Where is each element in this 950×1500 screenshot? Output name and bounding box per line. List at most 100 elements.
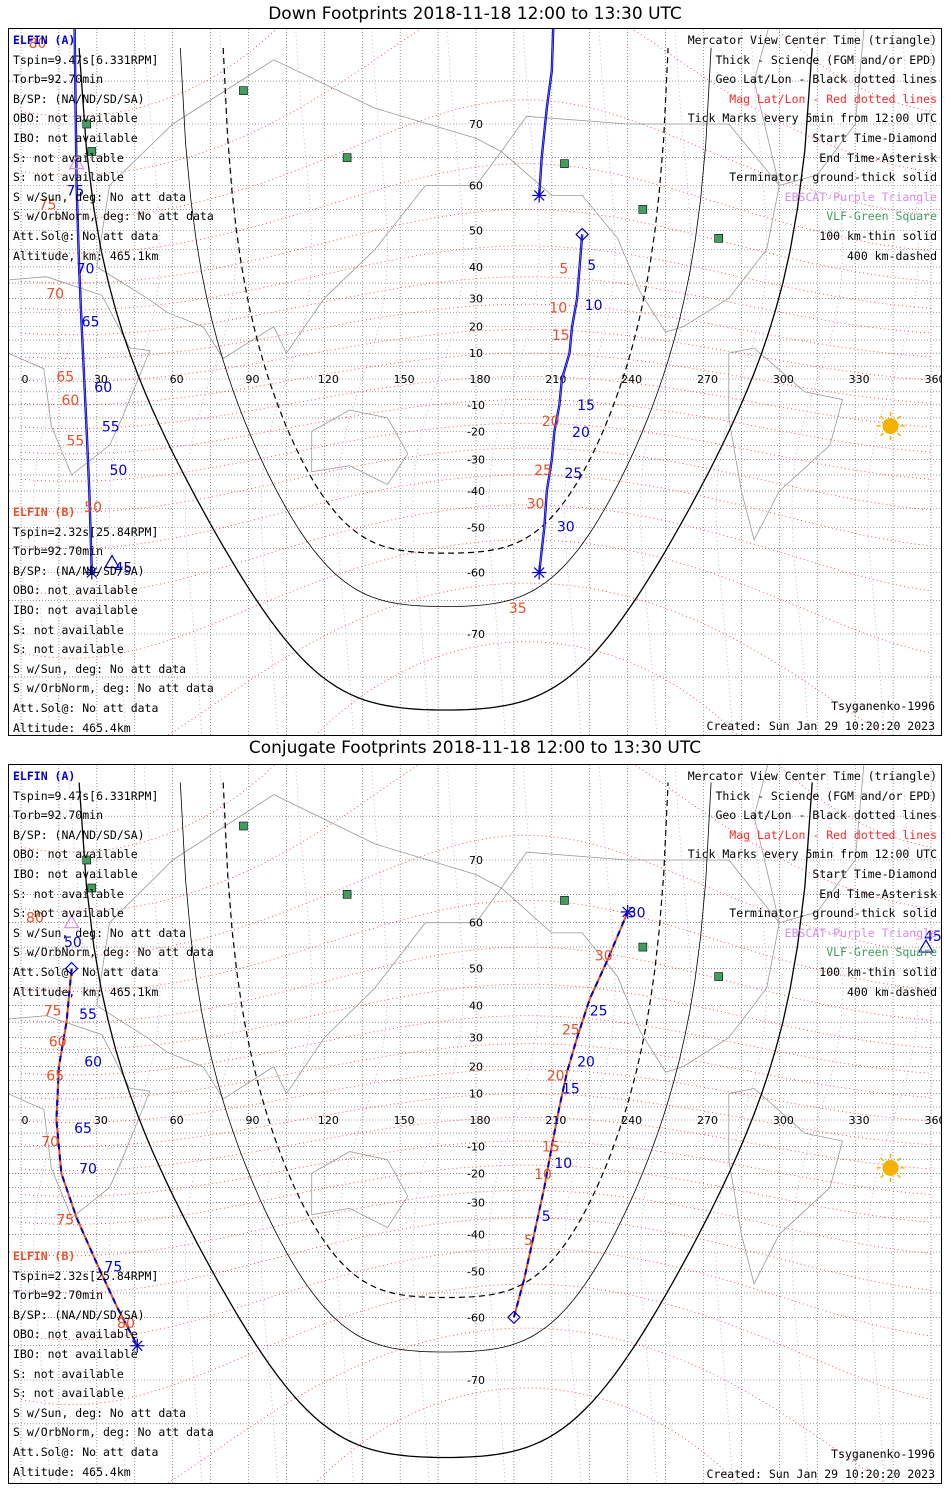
lon-tick-labels: 0306090120150180210240270300330360 xyxy=(22,1114,942,1127)
lon-tick-label: 360 xyxy=(925,373,942,386)
track-tick-label: 75 xyxy=(67,183,85,199)
legend-entry: Mercator View Center Time (triangle) xyxy=(687,769,937,783)
lon-tick-label: 330 xyxy=(849,373,870,386)
lon-tick-label: 270 xyxy=(697,373,718,386)
elfin-a-info-line: OBO: not available xyxy=(13,847,138,862)
lon-tick-label: 0 xyxy=(22,373,29,386)
right-edge-tick-label: 45 xyxy=(924,929,941,945)
elfin-b-info-line: IBO: not available xyxy=(13,1346,138,1361)
vlf-site-marker xyxy=(239,86,248,95)
lon-tick-label: 60 xyxy=(170,373,184,386)
lon-tick-label: 150 xyxy=(394,373,415,386)
track-tick-label: 15 xyxy=(562,1082,580,1098)
legend-entry: Start Time-Diamond xyxy=(812,866,937,881)
lat-tick-label: 40 xyxy=(469,1000,483,1013)
vlf-site-marker xyxy=(87,147,97,156)
start-diamond-icon xyxy=(507,1310,521,1325)
mag-tick-label: 80 xyxy=(26,911,44,927)
legend-entry: Tick Marks every 5min from 12:00 UTC xyxy=(687,111,937,126)
mag-tick-label: 75 xyxy=(56,1212,74,1228)
elfin-b-name: ELFIN (B) xyxy=(13,505,76,519)
elfin-b-info-line: S: not available xyxy=(13,622,124,637)
lat-tick-label: 60 xyxy=(469,917,483,930)
elfin-b-info-line: Torb=92.70min xyxy=(13,544,104,559)
legend-entry: Thick - Science (FGM and/or EPD) xyxy=(715,788,937,803)
mag-tick-label: 80 xyxy=(29,36,47,52)
track-tick-label: 10 xyxy=(554,1156,572,1172)
track-tick-label: 70 xyxy=(79,1161,97,1177)
lon-tick-label: 120 xyxy=(318,1114,339,1127)
vlf-site-marker xyxy=(239,821,248,831)
panel-title-conjugate: Conjugate Footprints 2018-11-18 12:00 to… xyxy=(248,738,702,758)
created-date-down: Created: Sun Jan 29 10:20:20 2023 xyxy=(706,719,935,733)
mag-tick-label: 5 xyxy=(559,261,568,277)
mag-tick-label: 70 xyxy=(46,286,64,302)
legend-entry: Thick - Science (FGM and/or EPD) xyxy=(715,52,937,67)
legend-entry: 400 km-dashed xyxy=(846,984,937,999)
elfin-a-info-line: IBO: not available xyxy=(13,866,138,881)
legend-entry: Geo Lat/Lon - Black dotted lines xyxy=(715,72,937,87)
legend-entry: Geo Lat/Lon - Black dotted lines xyxy=(715,808,937,823)
vlf-site-marker xyxy=(714,234,723,243)
lat-tick-label: -70 xyxy=(467,1374,485,1387)
legend-entry: Terminator: ground-thick solid xyxy=(729,906,937,921)
elfin-a-name: ELFIN (A) xyxy=(13,33,76,47)
legend-entry: End Time-Asterisk xyxy=(819,150,937,165)
lat-tick-label: -60 xyxy=(467,1311,485,1324)
elfin-a-info-line: S w/Sun, deg: No att data xyxy=(13,925,187,940)
elfin-a-info-line: Altitude, km: 465.1km xyxy=(13,984,159,999)
elfin-a-info-down: ELFIN (A) Tspin=9.47s[6.331RPM] Torb=92.7… xyxy=(13,31,214,266)
elfin-b-info-line: B/SP: (NA/ND/SD/SA) xyxy=(13,563,145,578)
mag-tick-label: 30 xyxy=(595,948,613,964)
mag-tick-label: 55 xyxy=(67,433,85,449)
legend-conjugate: Mercator View Center Time (triangle) Thic… xyxy=(688,767,937,1002)
track-tick-label: 65 xyxy=(74,1121,92,1137)
elfin-b-name: ELFIN (B) xyxy=(13,1249,76,1263)
lon-tick-label: 180 xyxy=(470,1114,491,1127)
lon-tick-label: 30 xyxy=(94,373,108,386)
terminator xyxy=(78,47,813,711)
mag-grid xyxy=(20,765,932,1483)
elfin-a-info-line: S: not available xyxy=(13,150,124,165)
end-asterisk-icon xyxy=(130,1338,145,1353)
elfin-b-info-line: Tspin=2.32s[25.84RPM] xyxy=(13,524,159,539)
elfin-b-info-line: S w/Sun, deg: No att data xyxy=(13,1405,187,1420)
map-canvas-conjugate: 0306090120150180210240270300330360706050… xyxy=(9,765,941,1483)
lon-tick-label: 240 xyxy=(621,1114,642,1127)
mag-tick-label: 75 xyxy=(39,197,57,213)
mag-tick-label: 20 xyxy=(547,1068,565,1084)
lon-tick-label: 0 xyxy=(22,1114,29,1127)
mag-tick-label: 5 xyxy=(524,1233,533,1249)
track-tick-label: 55 xyxy=(79,1007,97,1023)
mag-tick-label: 65 xyxy=(56,370,74,386)
lon-tick-label: 300 xyxy=(773,1114,794,1127)
vlf-site-marker xyxy=(82,855,92,865)
lat-tick-label: -10 xyxy=(467,1140,485,1153)
geo-grid xyxy=(9,29,941,735)
mag-tick-label: 10 xyxy=(549,301,567,317)
mag-tick-label: 25 xyxy=(562,1023,580,1039)
lon-tick-label: 360 xyxy=(925,1114,942,1127)
coastlines xyxy=(9,29,865,542)
mag-tick-label: 60 xyxy=(49,1035,67,1051)
start-diamond-icon xyxy=(64,961,79,976)
mag-tick-label: 30 xyxy=(527,497,545,513)
lat-tick-label: -50 xyxy=(467,1265,485,1278)
elfin-b-info-line: S w/OrbNorm, deg: No att data xyxy=(13,1425,214,1440)
lat-tick-label: 30 xyxy=(469,1032,483,1045)
ebscat-triangle-icon xyxy=(68,155,85,170)
elfin-a-info-line: S: not available xyxy=(13,906,124,921)
elfin-a-info-line: Torb=92.70min xyxy=(13,72,104,87)
vlf-site-marker xyxy=(638,205,648,214)
legend-entry: Mercator View Center Time (triangle) xyxy=(687,33,937,47)
lat-tick-label: -70 xyxy=(467,628,485,641)
coastlines xyxy=(9,765,865,1286)
vlf-site-marker xyxy=(714,972,723,981)
conjugate-footprints-map: 0306090120150180210240270300330360706050… xyxy=(8,764,942,1484)
track-tick-label: 65 xyxy=(82,315,100,331)
mag-tick-label: 70 xyxy=(41,1134,59,1150)
legend-entry: Mag Lat/Lon - Red dotted lines xyxy=(729,91,937,106)
ebscat-triangle-icon xyxy=(63,914,80,929)
elfin-b-info-down: ELFIN (B) Tspin=2.32s[25.84RPM] Torb=92.7… xyxy=(13,503,214,735)
elfin-a-info-line: B/SP: (NA/ND/SD/SA) xyxy=(13,91,145,106)
